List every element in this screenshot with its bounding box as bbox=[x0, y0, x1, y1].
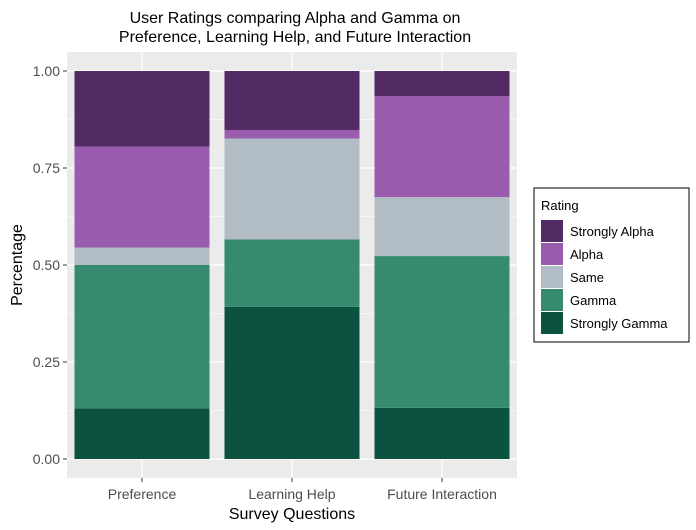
bar-segment-same-learning-help bbox=[224, 138, 360, 240]
x-tick-label: Learning Help bbox=[248, 486, 335, 502]
legend-label-gamma: Gamma bbox=[570, 293, 617, 308]
y-tick-label: 0.00 bbox=[33, 451, 60, 467]
legend-swatch-gamma bbox=[541, 289, 563, 311]
bar-segment-same-future-interaction bbox=[374, 197, 510, 257]
y-tick-label: 0.25 bbox=[33, 354, 60, 370]
legend-swatch-strongly-alpha bbox=[541, 220, 563, 242]
y-tick-label: 1.00 bbox=[33, 63, 60, 79]
bar-segment-strongly-gamma-future-interaction bbox=[374, 407, 510, 459]
bar-segment-strongly-alpha-preference bbox=[74, 71, 210, 147]
legend-label-alpha: Alpha bbox=[570, 247, 604, 262]
bar-layer bbox=[74, 71, 510, 459]
bar-segment-strongly-gamma-learning-help bbox=[224, 306, 360, 459]
y-axis-ticks: 0.00 0.25 0.50 0.75 1.00 bbox=[33, 63, 67, 467]
legend-label-same: Same bbox=[570, 270, 604, 285]
x-tick-label: Preference bbox=[108, 486, 177, 502]
bar-segment-alpha-future-interaction bbox=[374, 96, 510, 198]
x-tick-label: Future Interaction bbox=[387, 486, 497, 502]
bar-segment-alpha-learning-help bbox=[224, 129, 360, 139]
bar-segment-gamma-future-interaction bbox=[374, 256, 510, 408]
bar-segment-strongly-alpha-future-interaction bbox=[374, 71, 510, 97]
legend-title: Rating bbox=[541, 198, 579, 213]
y-tick-label: 0.75 bbox=[33, 160, 60, 176]
bar-segment-strongly-gamma-preference bbox=[74, 408, 210, 459]
bar-segment-gamma-preference bbox=[74, 265, 210, 409]
bar-segment-gamma-learning-help bbox=[224, 239, 360, 307]
x-axis-ticks: Preference Learning Help Future Interactio… bbox=[108, 478, 497, 502]
chart-title-line-2: Preference, Learning Help, and Future In… bbox=[119, 29, 471, 46]
y-axis-title: Percentage bbox=[9, 224, 26, 306]
legend: Rating Strongly Alpha Alpha Same Gamma Stron… bbox=[533, 187, 690, 343]
bar-segment-strongly-alpha-learning-help bbox=[224, 71, 360, 130]
legend-swatch-same bbox=[541, 266, 563, 288]
legend-label-strongly-alpha: Strongly Alpha bbox=[570, 224, 655, 239]
chart-title-line-1: User Ratings comparing Alpha and Gamma o… bbox=[130, 10, 461, 27]
legend-swatch-strongly-gamma bbox=[541, 312, 563, 334]
bar-segment-same-preference bbox=[74, 247, 210, 265]
legend-label-strongly-gamma: Strongly Gamma bbox=[570, 316, 668, 331]
x-axis-title: Survey Questions bbox=[229, 506, 355, 523]
legend-swatch-alpha bbox=[541, 243, 563, 265]
bar-segment-alpha-preference bbox=[74, 146, 210, 248]
y-tick-label: 0.50 bbox=[33, 257, 60, 273]
